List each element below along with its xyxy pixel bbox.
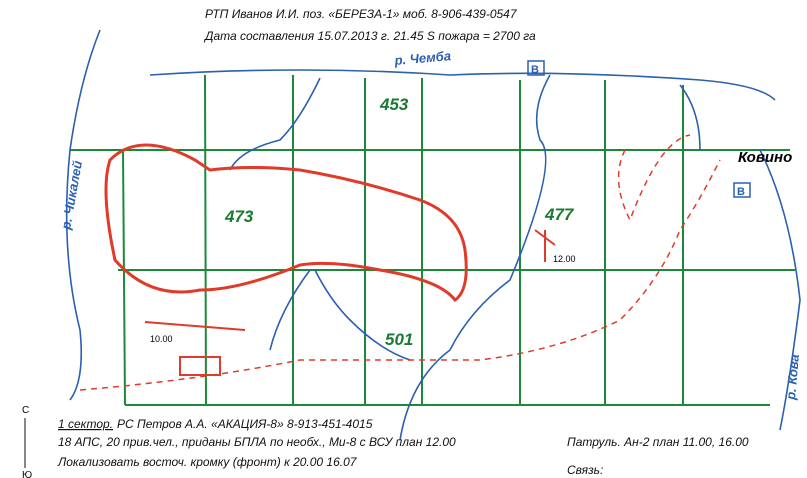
time-label: 10.00 <box>150 334 173 344</box>
header-line: Дата составления 15.07.2013 г. 21.45 S п… <box>203 29 536 43</box>
block-number: 473 <box>224 207 254 226</box>
map-page: РТП Иванов И.И. поз. «БЕРЕЗА-1» моб. 8-9… <box>0 0 807 478</box>
marker-label: В <box>737 186 745 198</box>
compass-label: С <box>22 405 29 416</box>
block-number: 453 <box>379 95 409 114</box>
river-label: р. Чикалей <box>58 159 85 231</box>
comm-note: Связь: <box>567 463 603 477</box>
block-number: 501 <box>385 330 413 349</box>
sector-label: 1 сектор. <box>58 417 113 431</box>
header-line: РТП Иванов И.И. поз. «БЕРЕЗА-1» моб. 8-9… <box>205 7 518 21</box>
compass-label: Ю <box>22 470 32 478</box>
river-label: р. Чемба <box>393 48 452 68</box>
river-label: р. Кова <box>783 354 802 402</box>
fire-edge <box>80 135 720 390</box>
note-line: РС Петров А.А. «АКАЦИЯ-8» 8-913-451-4015 <box>117 417 373 431</box>
time-label: 12.00 <box>553 254 576 264</box>
patrol-note: Патруль. Ан-2 план 11.00, 16.00 <box>567 435 749 449</box>
marker-label: В <box>531 64 539 76</box>
village-label: Ковино <box>738 149 792 166</box>
grid <box>70 75 795 405</box>
note-line: 18 АПС, 20 прив.чел., приданы БПЛА по не… <box>58 435 456 449</box>
note-line: Локализовать восточ. кромку (фронт) к 20… <box>57 455 358 469</box>
block-number: 477 <box>544 205 575 224</box>
rivers <box>67 30 800 440</box>
